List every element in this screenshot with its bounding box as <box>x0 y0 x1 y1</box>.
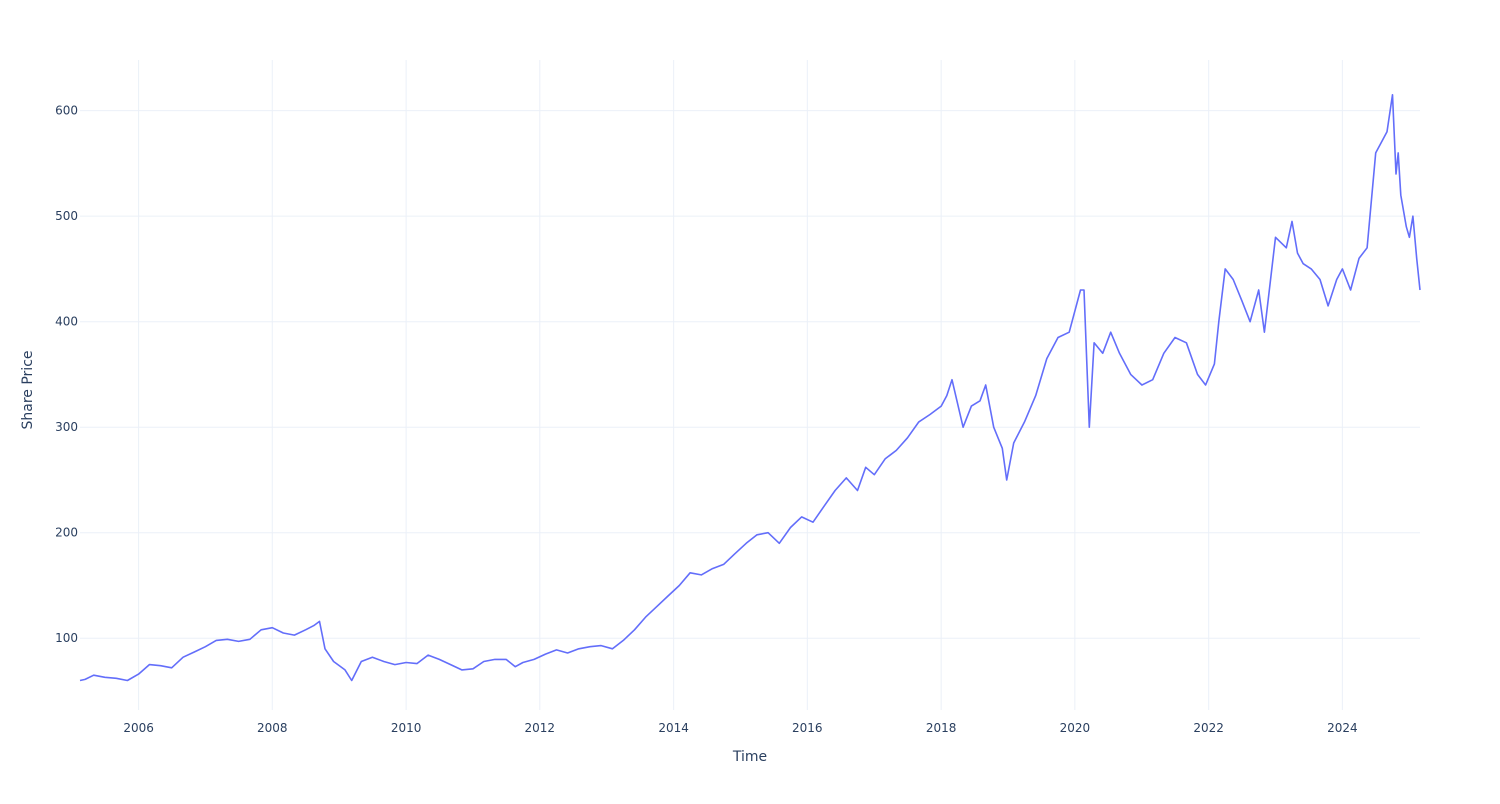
x-tick-label: 2024 <box>1327 721 1358 735</box>
y-tick-label: 400 <box>55 315 78 329</box>
x-tick-label: 2008 <box>257 721 288 735</box>
gridlines <box>80 60 1420 710</box>
x-axis-title: Time <box>732 749 767 765</box>
x-tick-label: 2010 <box>391 721 422 735</box>
y-tick-label: 100 <box>55 631 78 645</box>
y-axis-ticks: 100 200 300 400 500 600 <box>55 104 78 646</box>
x-tick-label: 2022 <box>1193 721 1224 735</box>
x-tick-label: 2016 <box>792 721 823 735</box>
y-tick-label: 500 <box>55 209 78 223</box>
x-tick-label: 2014 <box>658 721 689 735</box>
share-price-line <box>79 94 1421 682</box>
y-tick-label: 300 <box>55 420 78 434</box>
series-layer <box>79 94 1421 682</box>
x-tick-label: 2018 <box>926 721 957 735</box>
y-tick-label: 600 <box>55 104 78 118</box>
x-axis-ticks: 2006 2008 2010 2012 2014 2016 2018 2020 2022 2024 <box>123 721 1357 735</box>
x-tick-label: 2012 <box>525 721 556 735</box>
y-axis-title: Share Price <box>20 350 36 429</box>
y-tick-label: 200 <box>55 526 78 540</box>
x-tick-label: 2020 <box>1060 721 1091 735</box>
x-tick-label: 2006 <box>123 721 154 735</box>
